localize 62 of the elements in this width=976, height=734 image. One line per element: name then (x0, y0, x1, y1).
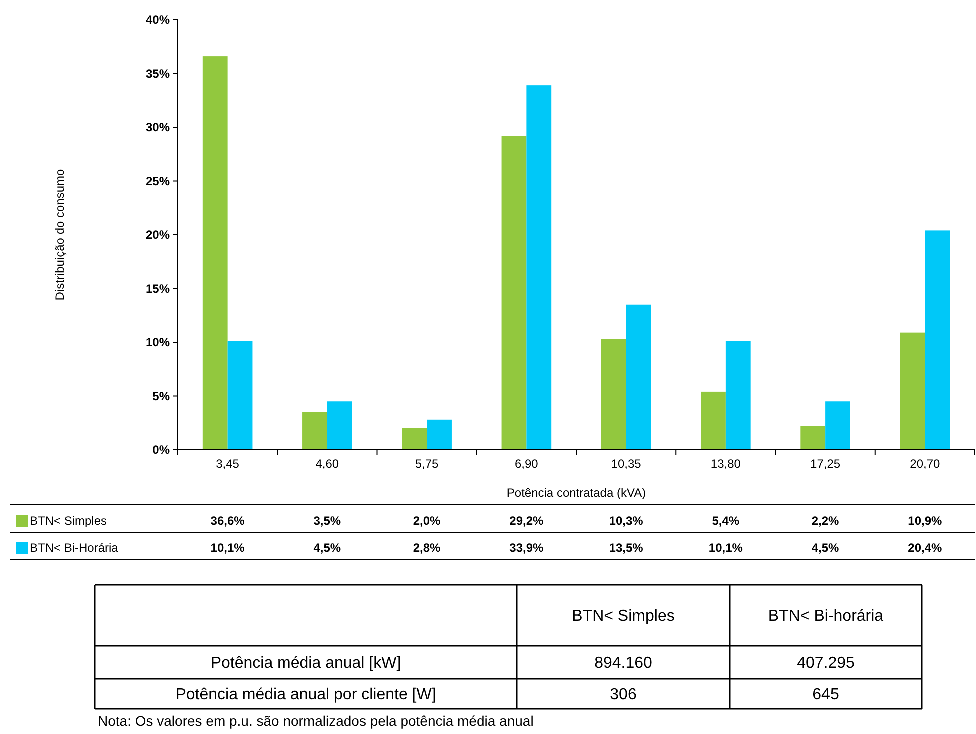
bar (900, 332, 926, 450)
bar (302, 412, 328, 450)
data-label: 13,5% (609, 541, 644, 555)
bar (402, 428, 428, 450)
data-label: 3,5% (314, 514, 342, 528)
text: 407.295 (797, 655, 855, 672)
x-tick-label: 3,45 (216, 457, 240, 471)
bar (327, 402, 352, 450)
bar (502, 136, 527, 450)
bar (526, 86, 552, 450)
legend-label: BTN< Simples (30, 514, 108, 528)
x-tick-label: 5,75 (415, 457, 440, 471)
category-label: BTN< Bi-horária (768, 608, 884, 626)
category-label: Potência média anual [kW] (210, 655, 402, 672)
data-label: 4,5% (314, 541, 342, 555)
data-label: 2,8% (413, 541, 442, 555)
data-label: 10,1% (210, 541, 246, 555)
x-tick-label: 4,60 (316, 457, 340, 471)
data-label: 29,2% (510, 514, 544, 528)
bar (626, 304, 652, 450)
legend-label: BTN< Bi-Horária (30, 541, 119, 555)
bar (601, 339, 626, 450)
data-label: 2,2% (812, 514, 840, 528)
y-tick-label: 25% (146, 174, 170, 188)
category-label: Potência média anual por cliente [W] (176, 686, 436, 704)
data-label: 10,1% (708, 541, 744, 555)
category-label: BTN< Simples (572, 608, 675, 626)
bar (427, 420, 452, 450)
data-label: 10,3% (609, 514, 644, 528)
y-tick-label: 5% (152, 389, 170, 404)
data-label: 33,9% (510, 541, 544, 555)
y-tick-label: 35% (146, 66, 170, 81)
y-tick-label: 10% (146, 336, 170, 350)
x-tick-label: 10,35 (611, 457, 642, 471)
data-label: 36,6% (210, 514, 246, 528)
y-tick-label: 30% (146, 120, 170, 135)
text: 894.160 (594, 655, 652, 672)
data-label: 4,5% (812, 541, 840, 555)
y-tick-label: 0% (152, 443, 170, 458)
bar (925, 230, 950, 450)
bar (228, 341, 253, 450)
x-tick-label: 13,80 (710, 457, 742, 471)
x-axis-title: Potência contratada (kVA) (506, 486, 646, 500)
y-tick-label: 40% (146, 13, 170, 28)
bar (701, 392, 726, 450)
text: 645 (812, 686, 840, 704)
data-label: 2,0% (413, 514, 442, 528)
bar (726, 341, 751, 450)
x-tick-label: 6,90 (515, 457, 539, 471)
x-tick-label: 17,25 (810, 457, 841, 471)
text: 306 (610, 686, 637, 704)
data-label: 20,4% (908, 541, 943, 555)
bar (826, 402, 850, 450)
data-label: 5,4% (712, 514, 740, 528)
y-tick-label: 15% (146, 282, 170, 296)
y-axis-title: Distribuição do consumo (53, 168, 67, 301)
text: Nota: Os valores em p.u. são normalizados pela potência média anual (98, 713, 534, 729)
bar (800, 426, 826, 450)
data-label: 10,9% (908, 514, 943, 528)
y-tick-label: 20% (146, 228, 170, 242)
bar (202, 56, 228, 450)
x-tick-label: 20,70 (910, 457, 941, 471)
